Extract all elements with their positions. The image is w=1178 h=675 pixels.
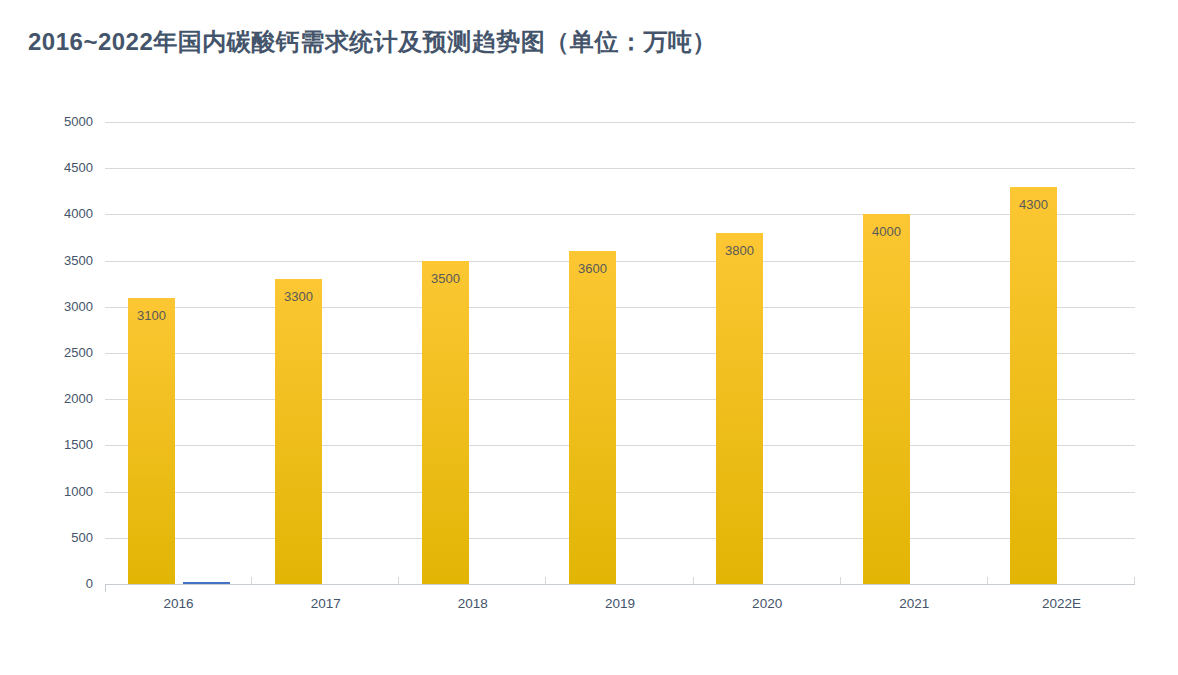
gridline-4500 <box>105 168 1135 169</box>
x-tick-label-2021: 2021 <box>899 596 929 611</box>
gridline-2500 <box>105 353 1135 354</box>
x-tick-label-2016: 2016 <box>164 596 194 611</box>
gridline-2000 <box>105 399 1135 400</box>
category-boundary-tick <box>545 577 546 584</box>
x-tick-label-2019: 2019 <box>605 596 635 611</box>
x-tick-label-2017: 2017 <box>311 596 341 611</box>
y-tick-label-2000: 2000 <box>43 391 93 407</box>
x-tick-label-2022E: 2022E <box>1042 596 1081 611</box>
bar-value-label-2018: 3500 <box>422 271 469 286</box>
bar-2020 <box>716 233 763 584</box>
category-boundary-tick <box>693 577 694 584</box>
gridline-3500 <box>105 261 1135 262</box>
y-axis-stub-tick <box>105 585 106 592</box>
bar-2019 <box>569 251 616 584</box>
bar-2021 <box>863 214 910 584</box>
category-boundary-tick <box>840 577 841 584</box>
y-tick-label-1000: 1000 <box>43 484 93 500</box>
y-tick-label-500: 500 <box>43 530 93 546</box>
y-tick-label-4000: 4000 <box>43 206 93 222</box>
category-boundary-tick <box>1134 577 1135 584</box>
y-tick-label-5000: 5000 <box>43 114 93 130</box>
bar-value-label-2016: 3100 <box>128 308 175 323</box>
bar-value-label-2020: 3800 <box>716 243 763 258</box>
chart-title: 2016~2022年国内碳酸钙需求统计及预测趋势图（单位：万吨） <box>28 26 717 58</box>
bar-value-label-2019: 3600 <box>569 261 616 276</box>
x-tick-label-2020: 2020 <box>752 596 782 611</box>
bar-2018 <box>422 261 469 584</box>
gridline-500 <box>105 538 1135 539</box>
gridline-1500 <box>105 445 1135 446</box>
chart-page: 2016~2022年国内碳酸钙需求统计及预测趋势图（单位：万吨） 0 500 100… <box>0 0 1178 675</box>
bar-value-label-2022E: 4300 <box>1010 197 1057 212</box>
category-boundary-tick <box>987 577 988 584</box>
bar-2022E <box>1010 187 1057 584</box>
category-boundary-tick <box>251 577 252 584</box>
y-tick-label-2500: 2500 <box>43 345 93 361</box>
gridline-3000 <box>105 307 1135 308</box>
category-boundary-tick <box>398 577 399 584</box>
gridline-0 <box>105 584 1135 585</box>
y-tick-label-0: 0 <box>43 576 93 592</box>
y-tick-label-1500: 1500 <box>43 437 93 453</box>
y-tick-label-3000: 3000 <box>43 299 93 315</box>
gridline-5000 <box>105 122 1135 123</box>
y-tick-label-3500: 3500 <box>43 253 93 269</box>
plot-area: 0500100015002000250030003500400045005000… <box>105 123 1135 585</box>
y-tick-label-4500: 4500 <box>43 160 93 176</box>
bar-secondary-2016 <box>183 582 230 584</box>
bar-2016 <box>128 298 175 584</box>
x-tick-label-2018: 2018 <box>458 596 488 611</box>
bar-value-label-2021: 4000 <box>863 224 910 239</box>
gridline-4000 <box>105 214 1135 215</box>
gridline-1000 <box>105 492 1135 493</box>
bar-2017 <box>275 279 322 584</box>
bar-value-label-2017: 3300 <box>275 289 322 304</box>
